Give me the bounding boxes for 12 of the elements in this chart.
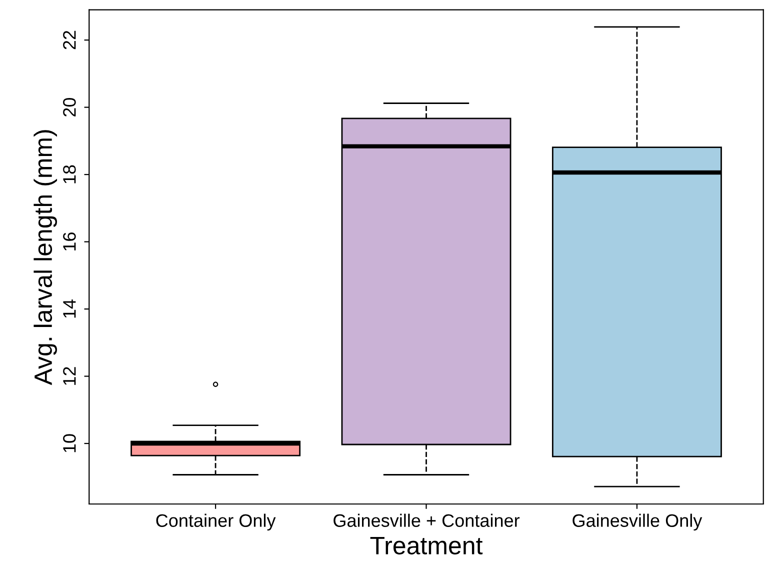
x-tick-label: Gainesville Only <box>572 514 702 531</box>
y-tick-label: 12 <box>63 367 76 385</box>
y-tick-label: 10 <box>63 434 76 452</box>
y-tick-label: 18 <box>63 165 76 184</box>
x-tick-label: Container Only <box>156 514 276 531</box>
y-tick-label: 22 <box>63 30 76 50</box>
y-tick-label: 16 <box>63 232 76 250</box>
x-tick-label: Gainesville + Container <box>334 514 520 527</box>
x-axis-title: Treatment <box>370 537 483 554</box>
y-axis-title: Avg. larval length (mm) <box>34 130 58 386</box>
y-tick-label: 20 <box>63 98 76 116</box>
y-tick-label: 14 <box>63 299 76 318</box>
